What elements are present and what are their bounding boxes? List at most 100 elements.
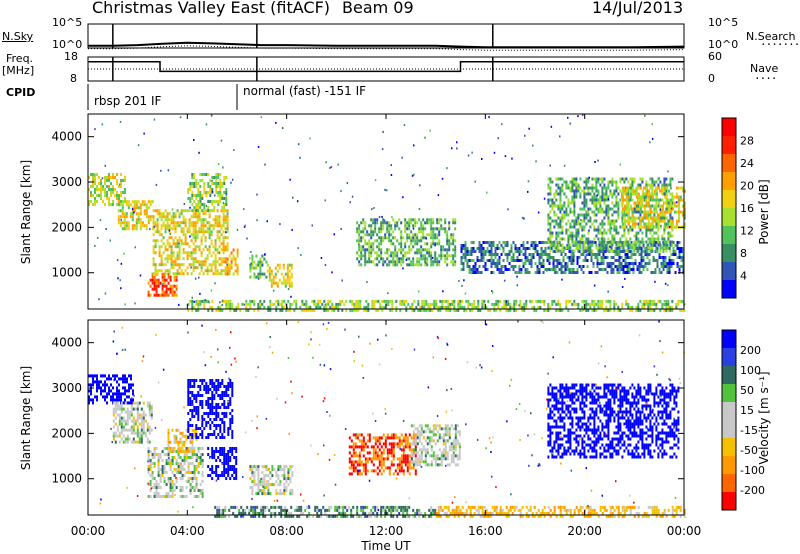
power-cell [230, 266, 233, 270]
power-cell [186, 254, 189, 258]
power-cell [367, 302, 370, 306]
power-cell [466, 262, 469, 265]
power-cell [683, 308, 686, 312]
power-cell [534, 244, 537, 247]
power-cell-speckle [604, 198, 607, 201]
power-cell [595, 243, 598, 247]
power-cell [201, 209, 204, 212]
power-cell-speckle [189, 235, 191, 238]
power-cell [666, 268, 669, 271]
velocity-cell [122, 419, 125, 423]
power-cell [194, 257, 197, 261]
power-cell [627, 231, 630, 235]
velocity-cell [197, 462, 200, 465]
power-cell [225, 299, 228, 303]
power-cell [432, 236, 435, 240]
velocity-cell [128, 389, 130, 393]
velocity-cell [201, 394, 204, 397]
power-cell [631, 192, 634, 196]
power-cell [653, 225, 656, 229]
power-cell [599, 210, 602, 214]
power-cell [585, 180, 588, 184]
power-cell [638, 268, 641, 271]
power-cell [404, 221, 407, 225]
power-cell [624, 253, 627, 256]
power-cell-speckle [378, 216, 381, 218]
power-cell [375, 299, 378, 303]
power-cell [671, 243, 674, 247]
power-cell [659, 249, 662, 253]
velocity-cell [146, 440, 149, 444]
power-cell [618, 253, 621, 256]
power-cell [599, 299, 602, 303]
power-cell [613, 308, 616, 312]
power-cell [613, 302, 616, 306]
power-cell [283, 305, 286, 309]
power-cell [288, 269, 291, 273]
power-cell [208, 263, 211, 267]
power-cell [549, 228, 552, 232]
power-cell [655, 302, 658, 306]
power-cell [625, 189, 628, 193]
velocity-cell [130, 386, 132, 390]
velocity-cell [189, 483, 192, 486]
power-cell [575, 231, 578, 235]
power-cell [662, 259, 665, 262]
power-cell [622, 259, 625, 262]
power-cell [470, 253, 473, 256]
power-cell [655, 192, 658, 196]
power-cell [653, 219, 656, 223]
power-cell-speckle [104, 292, 107, 295]
power-cell [616, 241, 619, 244]
power-cell-speckle [116, 259, 119, 262]
power-cell [156, 209, 159, 213]
power-cell [145, 212, 148, 216]
power-cell [619, 240, 622, 244]
power-cell [204, 209, 207, 213]
velocity-cell [177, 471, 180, 474]
power-cell [532, 244, 535, 247]
velocity-cell [90, 392, 92, 396]
power-cell [201, 299, 204, 303]
power-cell [575, 216, 578, 220]
power-cell [360, 236, 363, 240]
power-cell [569, 231, 572, 235]
power-cell [317, 302, 320, 306]
power-cell [184, 236, 187, 240]
velocity-cell [221, 418, 224, 421]
power-cell [506, 256, 509, 259]
power-cell [669, 305, 672, 309]
velocity-cell [201, 474, 204, 477]
power-cell [154, 251, 157, 255]
velocity-cell [227, 453, 230, 456]
power-cell [231, 302, 234, 306]
velocity-cell [195, 459, 198, 462]
power-cell [593, 195, 596, 199]
power-cell [538, 256, 541, 259]
power-cell [337, 305, 340, 309]
power-cell [269, 305, 272, 309]
power-cell [168, 212, 171, 216]
power-cell [122, 191, 124, 194]
power-cell [378, 236, 381, 240]
power-cell [578, 256, 581, 259]
power-cell [623, 243, 626, 247]
power-cell [547, 305, 550, 309]
power-cell-speckle [204, 299, 206, 301]
power-cell [615, 186, 618, 190]
power-cell [195, 206, 198, 209]
power-cell [664, 262, 667, 265]
power-cell-speckle [325, 161, 327, 164]
power-cell [594, 241, 597, 244]
power-cell [184, 209, 187, 213]
power-cell [649, 246, 652, 250]
power-cell [131, 206, 134, 210]
power-cell [402, 257, 405, 261]
velocity-cell [213, 382, 216, 385]
power-cell [156, 221, 159, 225]
power-cell [216, 221, 219, 225]
power-cell-speckle [153, 225, 155, 228]
power-cell [309, 305, 312, 309]
power-cell [363, 305, 366, 309]
power-cell [677, 195, 680, 199]
